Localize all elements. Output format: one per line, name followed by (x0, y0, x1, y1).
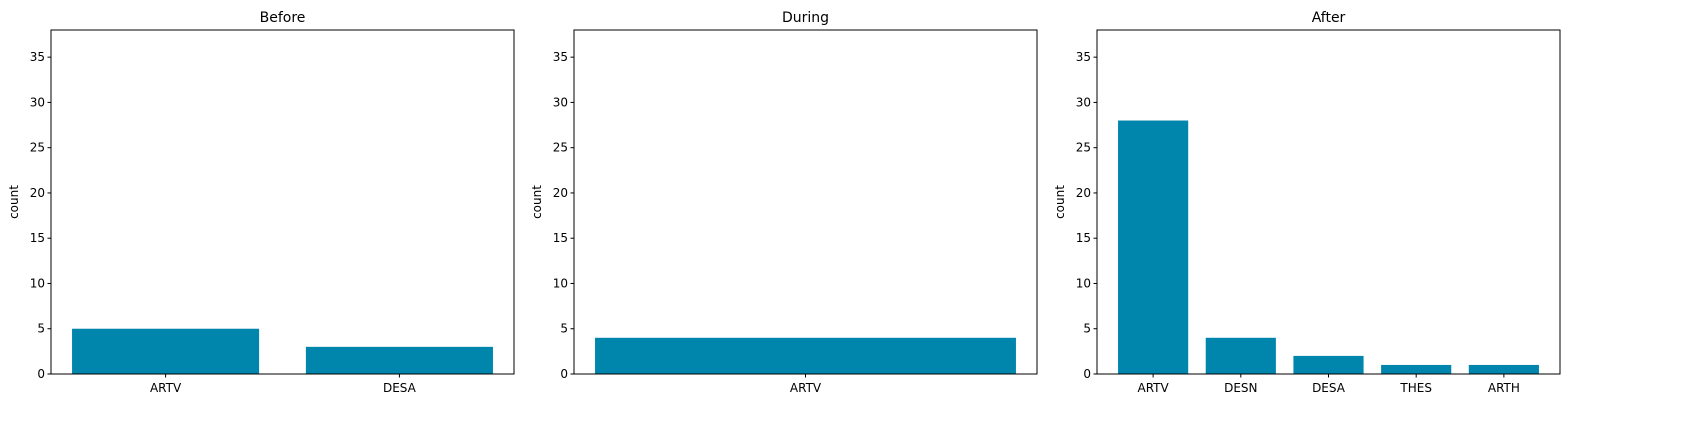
y-tick-label: 0 (560, 367, 568, 381)
y-tick-label: 25 (553, 141, 568, 155)
y-tick-label: 10 (1076, 276, 1091, 290)
x-tick-label: ARTV (150, 381, 182, 395)
chart-during: 0 5 10 15 20 25 30 35 ARTV During count (530, 10, 1038, 395)
chart-title: During (782, 10, 829, 26)
y-tick-label: 30 (553, 95, 568, 109)
y-tick-label: 0 (37, 367, 45, 381)
x-tick-label: DESA (1312, 381, 1346, 395)
y-tick-label: 15 (30, 231, 45, 245)
x-tick-label: DESN (1224, 381, 1257, 395)
y-tick-label: 5 (37, 322, 45, 336)
chart-title: Before (260, 10, 306, 26)
y-tick-label: 35 (1076, 50, 1091, 64)
y-tick-label: 5 (1083, 322, 1091, 336)
bar-desa (1293, 355, 1364, 374)
bar-desn (1205, 337, 1276, 374)
y-tick-label: 30 (1076, 95, 1091, 109)
y-tick-label: 15 (553, 231, 568, 245)
chart-title: After (1312, 10, 1346, 26)
x-tick-label: THES (1399, 381, 1432, 395)
chart-before: 0 5 10 15 20 25 30 35 ARTV DESA Before count (7, 10, 515, 395)
bar-artv (595, 337, 1016, 374)
y-tick-label: 20 (553, 186, 568, 200)
y-tick-label: 20 (1076, 186, 1091, 200)
y-axis-label: count (7, 185, 21, 219)
y-tick-label: 35 (30, 50, 45, 64)
bar-arth (1468, 364, 1539, 374)
chart-after: 0 5 10 15 20 25 30 35 ARTV DESN DESA THES ARTH After c… (1053, 10, 1561, 395)
y-tick-label: 15 (1076, 231, 1091, 245)
y-axis-label: count (530, 185, 544, 219)
bar-artv (1118, 120, 1189, 375)
y-tick-label: 20 (30, 186, 45, 200)
x-tick-label: DESA (383, 381, 417, 395)
bar-artv (72, 328, 260, 374)
bar-desa (305, 346, 493, 374)
x-tick-label: ARTV (1138, 381, 1170, 395)
y-tick-label: 25 (30, 141, 45, 155)
y-tick-label: 5 (560, 322, 568, 336)
axes-frame (573, 29, 1038, 375)
y-axis-label: count (1053, 185, 1067, 219)
x-tick-label: ARTV (790, 381, 822, 395)
y-tick-label: 35 (553, 50, 568, 64)
x-tick-label: ARTH (1488, 381, 1520, 395)
y-tick-label: 10 (553, 276, 568, 290)
axes-frame (50, 29, 515, 375)
y-tick-label: 0 (1083, 367, 1091, 381)
bar-thes (1381, 364, 1452, 374)
y-tick-label: 25 (1076, 141, 1091, 155)
y-tick-label: 30 (30, 95, 45, 109)
y-tick-label: 10 (30, 276, 45, 290)
